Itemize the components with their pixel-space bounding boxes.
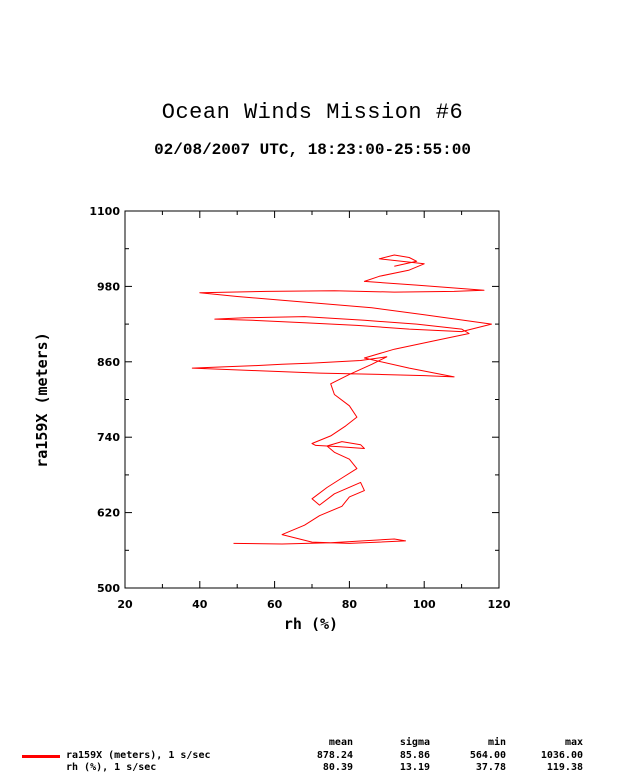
stats-row-label: rh (%), 1 s/sec [66, 762, 157, 773]
stats-sigma: 13.19 [399, 762, 430, 773]
y-tick-label: 860 [97, 356, 120, 369]
stats-header-row: mean sigma min max [0, 737, 625, 749]
legend-line-swatch [22, 755, 60, 758]
x-tick-label: 120 [488, 598, 511, 611]
y-tick-label: 500 [97, 582, 120, 595]
stats-header-mean: mean [328, 737, 353, 748]
stats-header-min: min [487, 737, 506, 748]
y-axis-label: ra159X (meters) [33, 332, 51, 467]
x-tick-label: 80 [342, 598, 358, 611]
stats-mean: 878.24 [316, 750, 353, 761]
series-line [191, 254, 492, 545]
x-tick-label: 60 [267, 598, 283, 611]
plot-frame [124, 210, 500, 589]
x-tick-label: 40 [192, 598, 208, 611]
x-axis-label: rh (%) [284, 615, 338, 633]
stats-min: 37.78 [475, 762, 506, 773]
chart-plot: 20 40 60 80 100 120 500 620 740 860 980 1100 rh (%)… [33, 205, 511, 633]
stats-row-label: ra159X (meters), 1 s/sec [66, 750, 211, 761]
y-tick-label: 740 [97, 431, 120, 444]
stats-sigma: 85.86 [399, 750, 430, 761]
stats-header-max: max [564, 737, 583, 748]
stats-table: mean sigma min max ra159X (meters), 1 s/… [0, 735, 625, 780]
y-tick-label: 980 [97, 280, 120, 293]
chart-subtitle: 02/08/2007 UTC, 18:23:00-25:55:00 [154, 141, 471, 159]
stats-header-sigma: sigma [399, 737, 430, 748]
y-tick-label: 620 [97, 507, 120, 520]
stats-mean: 80.39 [322, 762, 353, 773]
stats-row: ra159X (meters), 1 s/sec 878.24 85.86 56… [0, 750, 625, 762]
chart-title: Ocean Winds Mission #6 [161, 100, 464, 125]
x-tick-label: 20 [117, 598, 133, 611]
data-series [191, 254, 492, 545]
stats-min: 564.00 [469, 750, 506, 761]
axis-ticks: 20 40 60 80 100 120 500 620 740 860 980 1100 [89, 205, 510, 611]
stats-max: 119.38 [546, 762, 583, 773]
stats-max: 1036.00 [540, 750, 583, 761]
x-tick-label: 100 [413, 598, 436, 611]
y-tick-label: 1100 [89, 205, 120, 218]
stats-row: rh (%), 1 s/sec 80.39 13.19 37.78 119.38 [0, 762, 625, 774]
